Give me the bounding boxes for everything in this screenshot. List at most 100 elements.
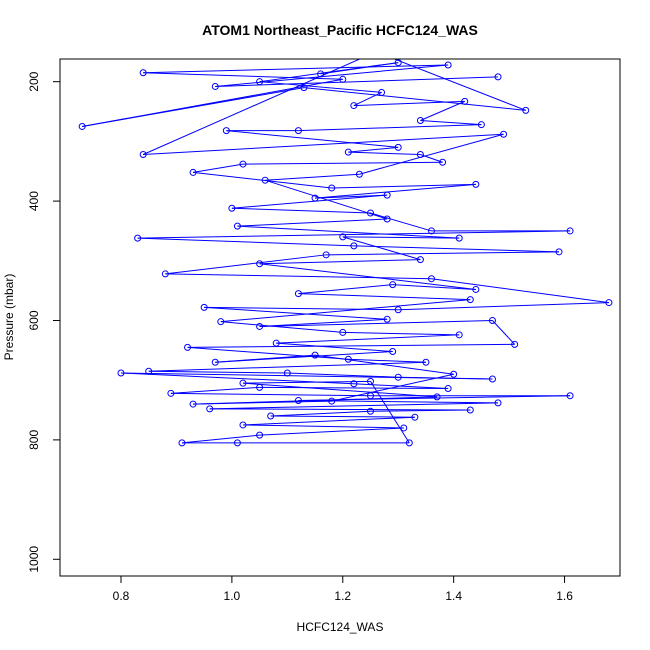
series-line-segment [331, 183, 476, 189]
data-point-marker [167, 389, 175, 397]
series-line-segment [170, 386, 260, 394]
data-point-marker [350, 102, 358, 110]
series-line-segment [242, 161, 443, 165]
series-line-segment [220, 299, 471, 323]
x-tick-label: 1.0 [224, 589, 241, 603]
data-point-marker [317, 70, 325, 78]
data-point-marker [450, 370, 458, 378]
series-line-segment [137, 237, 354, 247]
series-line-segment [259, 318, 388, 327]
data-point-marker [405, 439, 413, 447]
data-point-marker [461, 97, 469, 105]
series-line-segment [187, 346, 349, 360]
data-point-marker [228, 204, 236, 212]
data-point-marker [233, 439, 241, 447]
series-line-segment [276, 334, 460, 344]
data-point-marker [78, 122, 86, 130]
series-line-segment [303, 87, 526, 111]
data-point-marker [222, 127, 230, 135]
series-line-segment [287, 372, 399, 378]
series-line-segment [187, 343, 515, 348]
series-line-segment [276, 342, 393, 353]
series-line-segment [242, 382, 438, 398]
series-line-segment [143, 133, 504, 156]
data-point-marker [161, 270, 169, 278]
series-line-segment [298, 293, 471, 301]
data-point-marker [522, 106, 530, 114]
series-line-segment [420, 119, 482, 126]
series-line-segment [398, 302, 609, 311]
data-point-marker [494, 399, 502, 407]
plot-frame [59, 58, 621, 577]
data-point-marker [378, 88, 386, 96]
data-point-marker [328, 397, 336, 405]
data-point-marker [217, 318, 225, 326]
series-line-segment [370, 381, 410, 444]
y-tick-label: 600 [27, 310, 41, 330]
series-line-segment [265, 173, 360, 181]
y-axis: 200 400 600 800 1000 [27, 71, 61, 573]
chart-title: ATOM1 Northeast_Pacific HCFC124_WAS [202, 22, 478, 38]
data-point-marker [488, 316, 496, 324]
data-point-marker [383, 215, 391, 223]
series-line-segment [298, 284, 393, 295]
data-point-marker [466, 296, 474, 304]
series-line-segment [82, 78, 343, 127]
series-line-segment [215, 64, 449, 87]
series-line-segment [342, 331, 460, 336]
data-point-marker [488, 375, 496, 383]
x-tick-label: 1.2 [334, 589, 351, 603]
data-point-marker [294, 396, 302, 404]
series-line-segment [204, 306, 388, 320]
data-point-marker [311, 351, 319, 359]
series-line-segment [242, 424, 404, 429]
data-point-marker [239, 160, 247, 168]
data-point-marker [366, 407, 374, 415]
data-point-marker [605, 299, 613, 307]
data-point-marker [389, 348, 397, 356]
data-point-marker [256, 383, 264, 391]
data-point-marker [383, 315, 391, 323]
data-point-marker [394, 373, 402, 381]
series-line-segment [231, 207, 371, 214]
series-line-segment [370, 212, 432, 232]
series-line-segment [231, 194, 388, 209]
data-point-marker [178, 439, 186, 447]
series-line-segment [204, 306, 399, 311]
series-line-segment [331, 373, 454, 402]
data-point-marker [239, 421, 247, 429]
data-point-marker [366, 392, 374, 400]
series-line-segment [370, 409, 471, 412]
data-point-marker [427, 227, 435, 235]
data-point-marker [394, 306, 402, 314]
series-line-segment [270, 415, 415, 418]
data-point-marker [411, 413, 419, 421]
data-point-marker [472, 285, 480, 293]
series-line-segment [209, 408, 471, 411]
data-point-marker [500, 130, 508, 138]
data-point-marker [350, 242, 358, 250]
series-line-segment [315, 194, 388, 199]
series-line-segment [298, 124, 482, 132]
data-point-marker [211, 358, 219, 366]
data-point-marker [394, 59, 402, 67]
series-line-segment [342, 236, 421, 261]
y-axis-title: Pressure (mbar) [2, 274, 16, 361]
series-line-segment [348, 358, 426, 363]
y-tick-label: 800 [27, 430, 41, 450]
data-point-marker [366, 209, 374, 217]
y-tick-label: 400 [27, 191, 41, 211]
data-point-marker [300, 84, 308, 92]
data-point-marker [394, 143, 402, 151]
data-point-marker [256, 431, 264, 439]
series-line-segment [181, 434, 260, 444]
series-line-segment [142, 59, 362, 155]
data-point-marker [511, 340, 519, 348]
series-line-segment [170, 392, 371, 397]
data-point-marker [239, 379, 247, 387]
data-point-marker [211, 82, 219, 90]
y-tick-label: 200 [27, 71, 41, 91]
data-point-marker [206, 405, 214, 413]
data-point-marker [145, 367, 153, 375]
series-line-segment [259, 319, 493, 327]
